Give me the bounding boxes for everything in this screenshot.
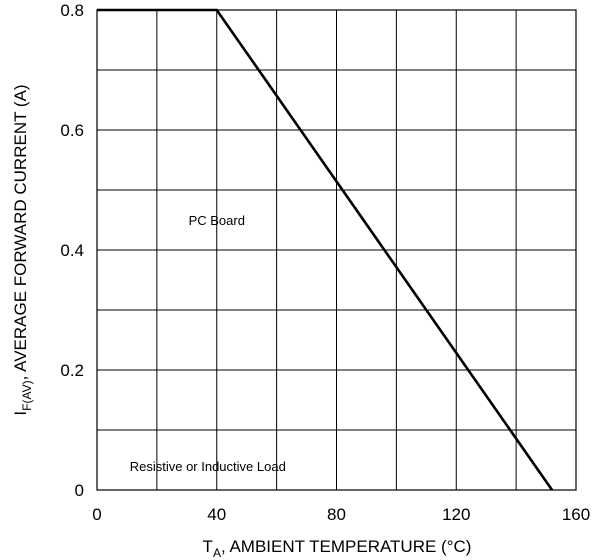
x-tick-label: 40: [207, 505, 226, 524]
plot-frame: [96, 9, 577, 491]
annotation-label: PC Board: [189, 213, 245, 228]
y-tick-label: 0.2: [60, 361, 84, 380]
y-axis-label: IF(AV), AVERAGE FORWARD CURRENT (A): [11, 84, 34, 415]
y-tick-label: 0: [75, 481, 84, 500]
x-tick-label: 160: [562, 505, 590, 524]
tick-labels: 0 40 80 120 160 0 0.2 0.4 0.6 0.8: [60, 1, 590, 524]
annotation-label: Resistive or Inductive Load: [130, 459, 286, 474]
x-tick-label: 80: [327, 505, 346, 524]
x-axis-label: TA, AMBIENT TEMPERATURE (°C): [203, 537, 472, 560]
series-layer: [97, 8, 554, 491]
derating-curve: [97, 8, 554, 491]
x-tick-label: 120: [442, 505, 470, 524]
y-tick-label: 0.4: [60, 241, 84, 260]
y-tick-label: 0.6: [60, 121, 84, 140]
x-tick-label: 0: [92, 505, 101, 524]
grid: [96, 9, 577, 491]
y-tick-label: 0.8: [60, 1, 84, 20]
annotations: PC Board Resistive or Inductive Load: [130, 213, 286, 474]
